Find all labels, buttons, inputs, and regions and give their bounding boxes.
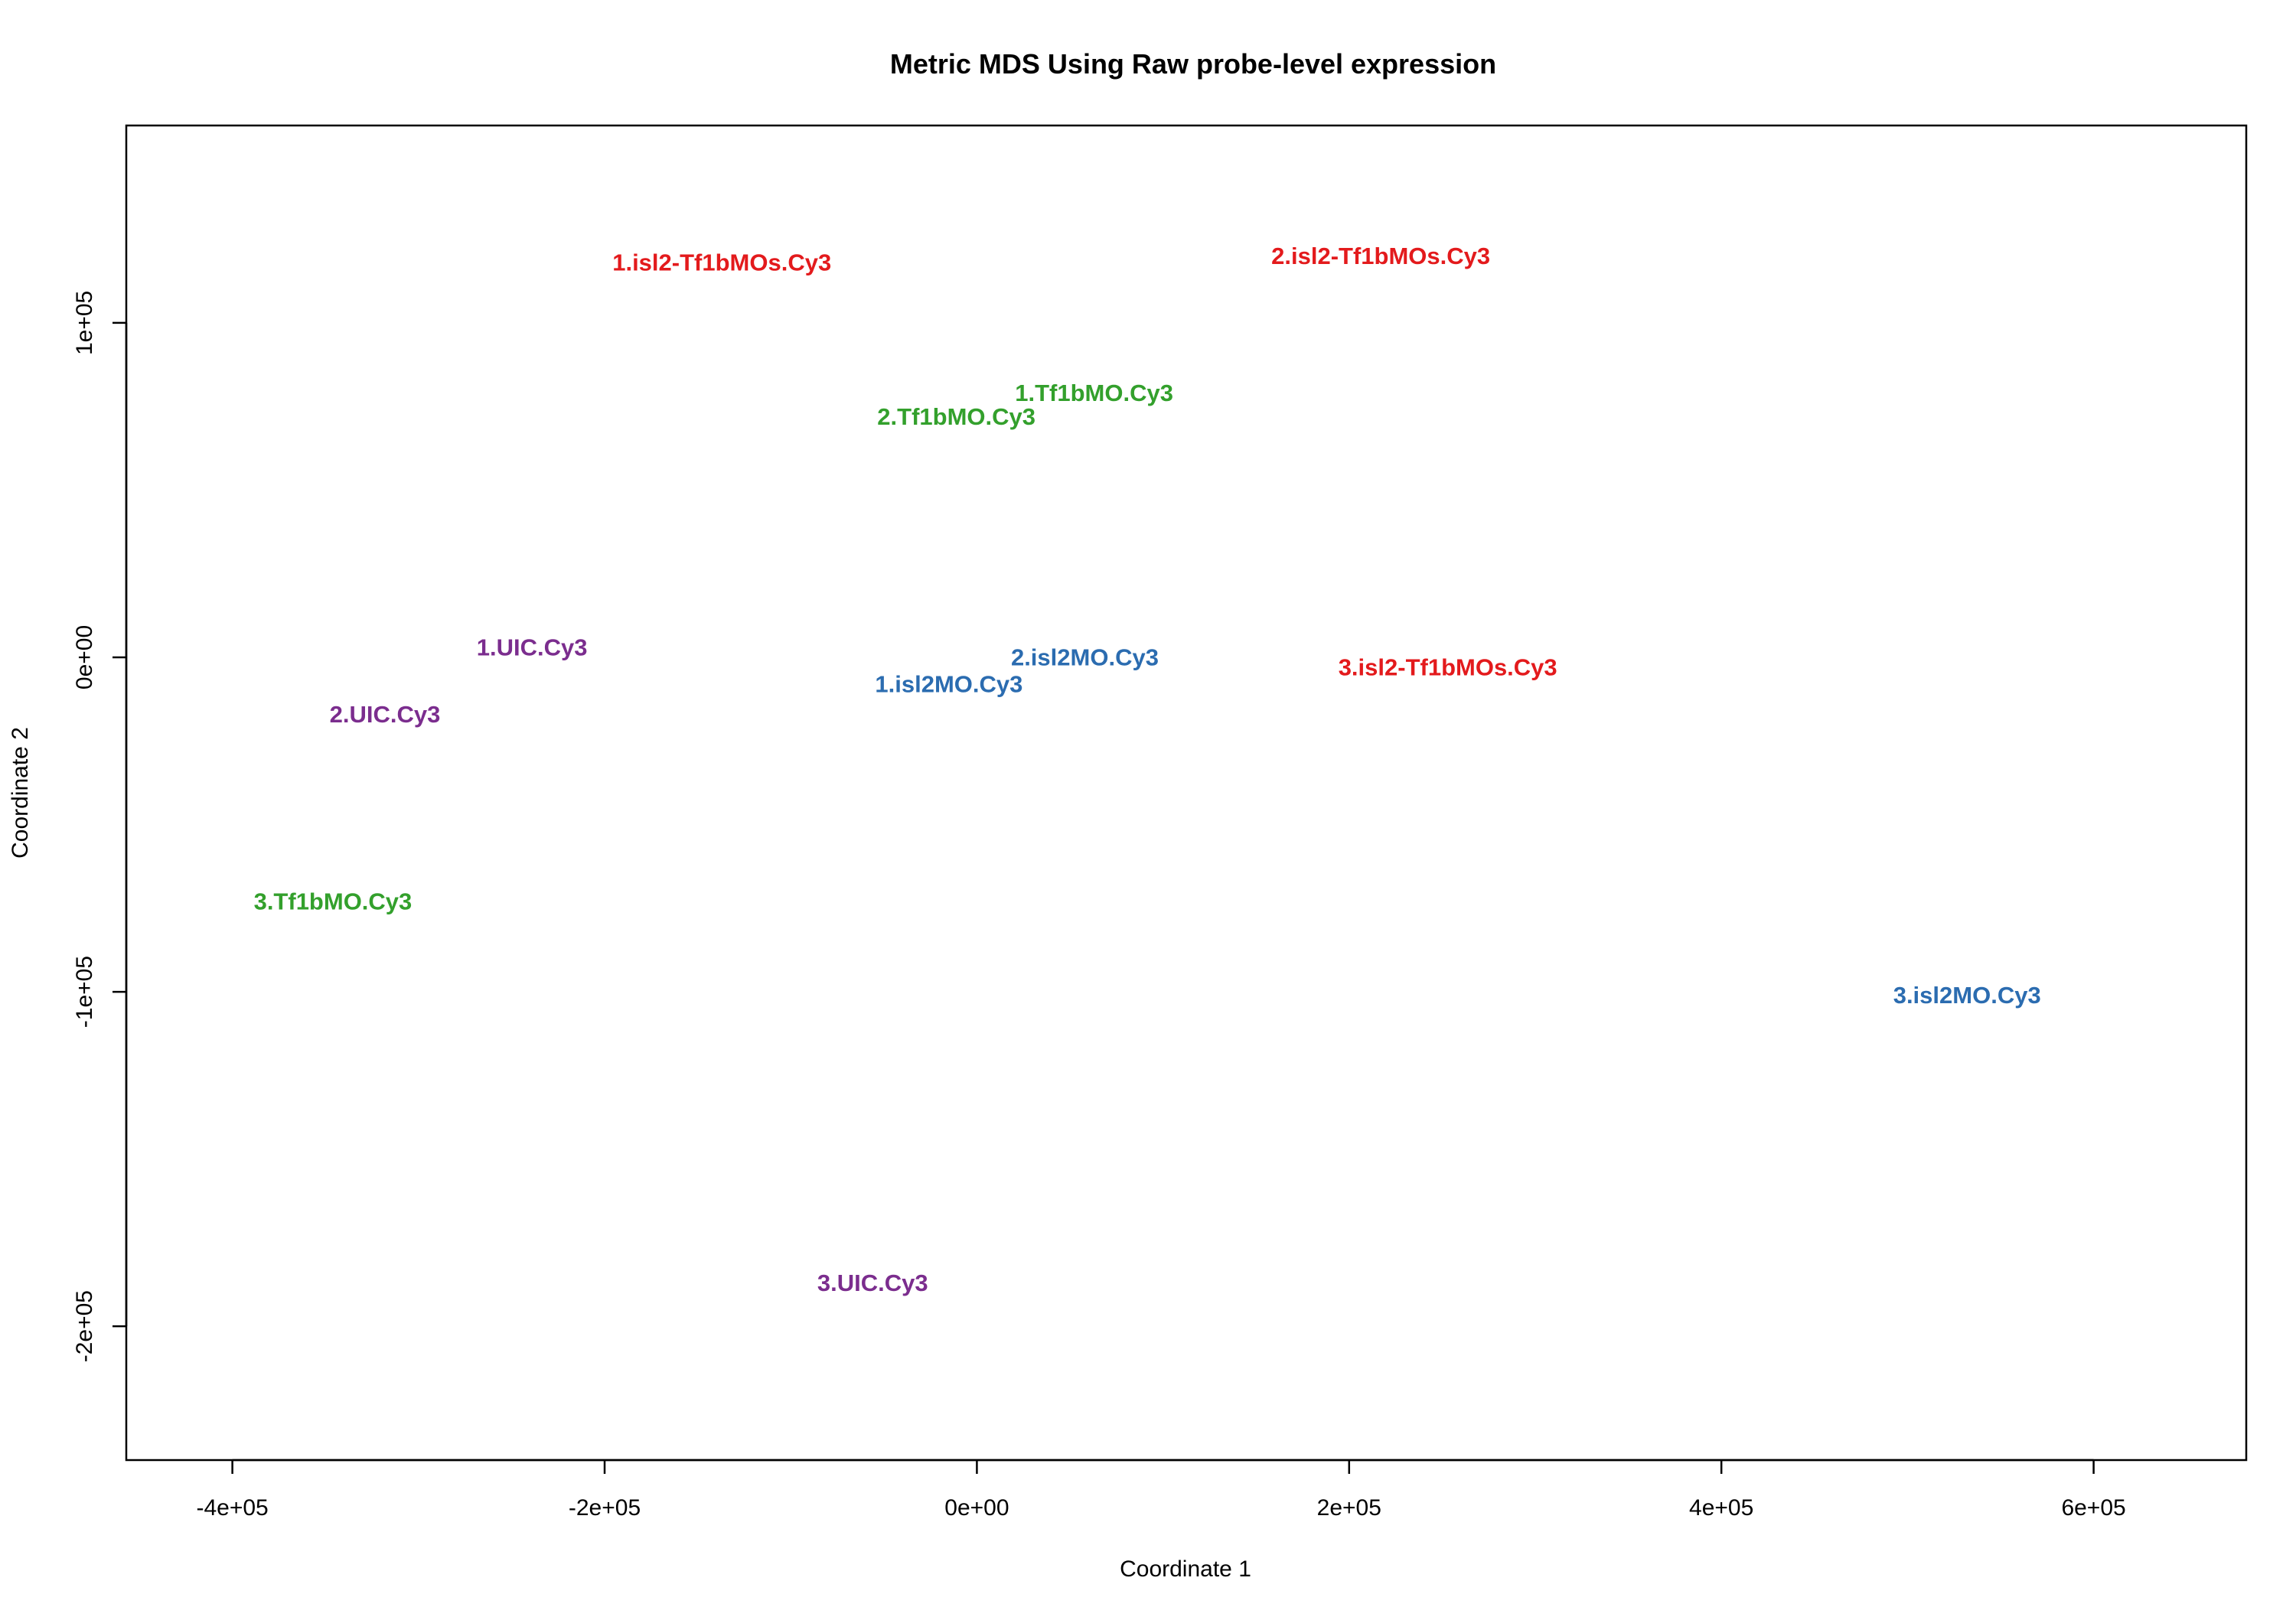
x-tick-label: -4e+05 <box>196 1495 268 1521</box>
point-label: 3.isl2-Tf1bMOs.Cy3 <box>1339 654 1557 681</box>
point-label: 3.isl2MO.Cy3 <box>1893 982 2041 1009</box>
x-tick-label: 0e+00 <box>944 1495 1009 1521</box>
y-tick-label: 1e+05 <box>72 291 97 355</box>
y-axis-label: Coordinate 2 <box>8 727 33 859</box>
chart-title: Metric MDS Using Raw probe-level express… <box>890 48 1496 80</box>
point-label: 2.isl2MO.Cy3 <box>1011 644 1159 670</box>
point-label: 1.isl2MO.Cy3 <box>875 670 1022 697</box>
data-labels: 1.isl2-Tf1bMOs.Cy3 2.isl2-Tf1bMOs.Cy3 3.is… <box>254 243 2041 1296</box>
point-label: 1.UIC.Cy3 <box>477 634 588 660</box>
x-axis-label: Coordinate 1 <box>1120 1556 1251 1582</box>
point-label: 3.Tf1bMO.Cy3 <box>254 888 413 915</box>
x-tick-label: 4e+05 <box>1689 1495 1753 1521</box>
point-label: 1.Tf1bMO.Cy3 <box>1015 380 1173 406</box>
y-axis: -2e+05 -1e+05 0e+00 1e+05 <box>72 291 128 1362</box>
x-axis: -4e+05 -2e+05 0e+00 2e+05 4e+05 6e+05 <box>196 1459 2126 1521</box>
plot-frame <box>125 124 2248 1462</box>
point-label: 1.isl2-Tf1bMOs.Cy3 <box>612 249 831 276</box>
point-label: 3.UIC.Cy3 <box>817 1270 928 1296</box>
y-tick-label: -2e+05 <box>72 1290 97 1362</box>
x-tick-label: 6e+05 <box>2061 1495 2125 1521</box>
point-label: 2.isl2-Tf1bMOs.Cy3 <box>1271 243 1490 269</box>
x-tick-label: 2e+05 <box>1317 1495 1381 1521</box>
x-tick-label: -2e+05 <box>569 1495 641 1521</box>
point-label: 2.UIC.Cy3 <box>330 701 441 728</box>
point-label: 2.Tf1bMO.Cy3 <box>877 403 1035 430</box>
y-tick-label: -1e+05 <box>72 956 97 1028</box>
y-tick-label: 0e+00 <box>72 625 97 689</box>
